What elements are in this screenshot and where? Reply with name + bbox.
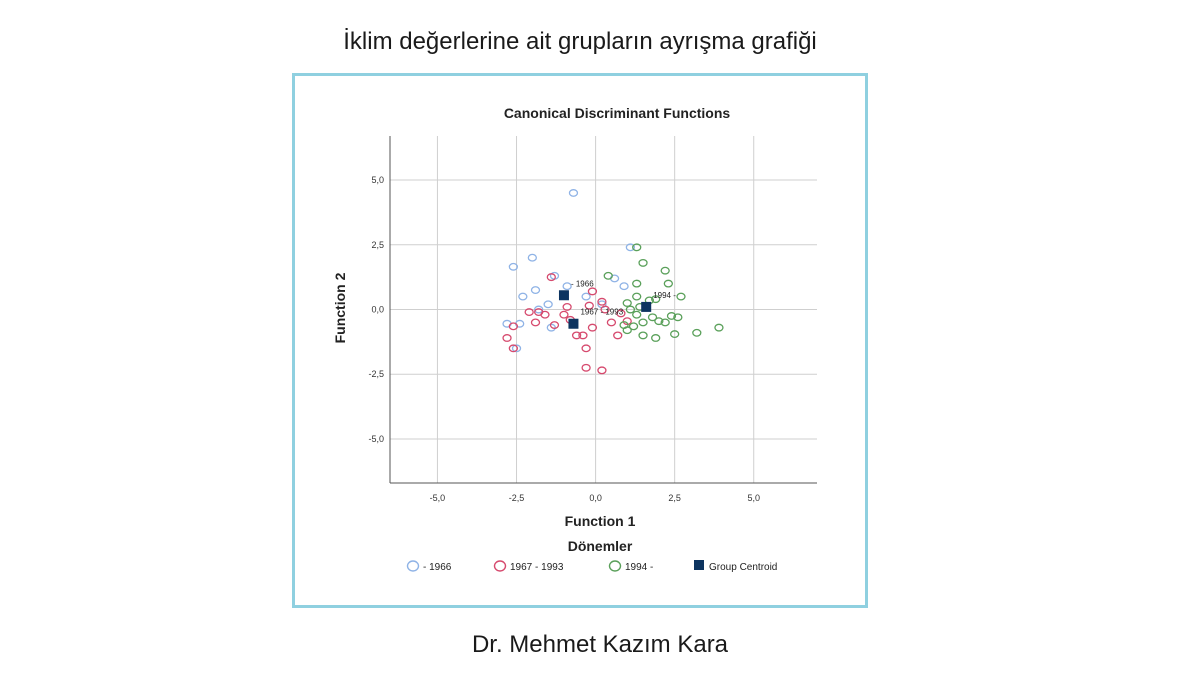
x-tick-label: -2,5 (509, 493, 525, 503)
scatter-point (616, 309, 626, 318)
scatter-point (628, 322, 639, 331)
group-centroid-marker (641, 301, 652, 312)
scatter-point (670, 330, 680, 339)
scatter-point (606, 318, 617, 327)
scatter-point (527, 253, 537, 262)
scatter-point (562, 302, 572, 311)
legend-label: 1994 - (625, 562, 653, 573)
discriminant-scatter-chart: Canonical Discriminant Functions -5,0 -2,… (332, 105, 817, 573)
scatter-point (587, 323, 598, 332)
legend-title: Dönemler (568, 538, 633, 554)
scatter-point (603, 271, 613, 280)
author-credit: Dr. Mehmet Kazım Kara (471, 631, 729, 658)
scatter-point (530, 286, 541, 295)
scatter-point (632, 310, 642, 319)
scatter-point (581, 363, 591, 372)
group-centroids: - 1966 1967 - 1993 1994 - (558, 279, 676, 329)
scatter-point (632, 292, 642, 301)
axes: -5,0 -2,5 0,0 2,5 5,0 5,0 2,5 0,0 -2,5 -5,0 (368, 136, 817, 503)
scatter-point (581, 344, 591, 353)
group-centroid-marker (568, 318, 579, 329)
grid-lines (390, 136, 817, 483)
centroid-label: - 1966 (571, 279, 594, 288)
scatter-point (508, 344, 519, 353)
scatter-point (638, 331, 648, 340)
scatter-point (660, 266, 670, 275)
scatter-point (632, 243, 642, 252)
scatter-point (600, 305, 610, 314)
scatter-point (666, 312, 677, 320)
group-centroid-marker (558, 290, 569, 301)
chart-frame: Canonical Discriminant Functions -5,0 -2,… (292, 73, 868, 608)
scatter-point (654, 317, 664, 326)
scatter-point (625, 243, 636, 252)
scatter-point (530, 318, 541, 327)
x-axis-title: Function 1 (565, 513, 636, 529)
legend-marker (406, 560, 420, 572)
y-tick-label: 0,0 (371, 305, 384, 315)
scatter-point (613, 331, 623, 340)
legend-label: Group Centroid (709, 562, 777, 573)
scatter-point (546, 323, 556, 332)
scatter-point (578, 331, 588, 340)
scatter-point (511, 344, 522, 353)
scatter-point (676, 292, 686, 301)
legend: - 1966 1967 - 1993 1994 - Group Centroid (406, 560, 777, 573)
x-tick-label: 0,0 (589, 493, 602, 503)
legend-marker (493, 560, 507, 572)
scatter-point (647, 313, 658, 322)
scatter-point (549, 321, 560, 329)
scatter-point (559, 310, 569, 319)
scatter-point (571, 331, 582, 340)
scatter-point (638, 258, 648, 267)
scatter-point (663, 279, 673, 288)
scatter-point (518, 292, 528, 301)
scatter-point (638, 318, 648, 327)
scatter-point (562, 282, 572, 291)
centroid-label: 1967 - 1993 (580, 308, 623, 317)
y-tick-label: -5,0 (368, 434, 384, 444)
y-axis-title: Function 2 (332, 272, 348, 343)
y-tick-label: 5,0 (371, 175, 384, 185)
scatter-point (622, 299, 632, 307)
centroid-label: 1994 - (653, 291, 676, 300)
data-points (502, 189, 724, 375)
scatter-point (543, 300, 553, 309)
legend-label: - 1966 (423, 562, 452, 573)
scatter-point (587, 287, 598, 296)
scatter-point (651, 334, 661, 342)
scatter-point (546, 273, 556, 282)
slide-title: İklim değerlerine ait grupların ayrışma … (343, 28, 817, 55)
scatter-point (508, 322, 519, 331)
scatter-point (534, 305, 544, 314)
scatter-point (660, 318, 670, 327)
scatter-point (597, 366, 607, 375)
scatter-point (651, 295, 661, 304)
scatter-point (632, 279, 642, 288)
legend-marker (608, 560, 622, 572)
scatter-point (581, 292, 591, 301)
scatter-point (625, 305, 636, 314)
scatter-point (584, 301, 594, 310)
scatter-point (622, 326, 632, 335)
scatter-point (568, 189, 579, 197)
chart-title: Canonical Discriminant Functions (504, 105, 731, 121)
x-tick-label: 5,0 (747, 493, 760, 503)
scatter-point (502, 334, 512, 342)
scatter-point (714, 323, 724, 332)
y-tick-label: -2,5 (368, 369, 384, 379)
legend-label: 1967 - 1993 (510, 562, 564, 573)
scatter-point (597, 297, 607, 306)
x-tick-label: 2,5 (668, 493, 681, 503)
x-tick-label: -5,0 (430, 493, 446, 503)
y-tick-label: 2,5 (371, 240, 384, 250)
scatter-point (692, 328, 702, 337)
scatter-point (524, 308, 534, 317)
scatter-point (673, 313, 683, 322)
scatter-point (619, 282, 629, 291)
scatter-point (508, 262, 519, 271)
legend-marker (694, 560, 704, 570)
scatter-point (540, 310, 550, 319)
